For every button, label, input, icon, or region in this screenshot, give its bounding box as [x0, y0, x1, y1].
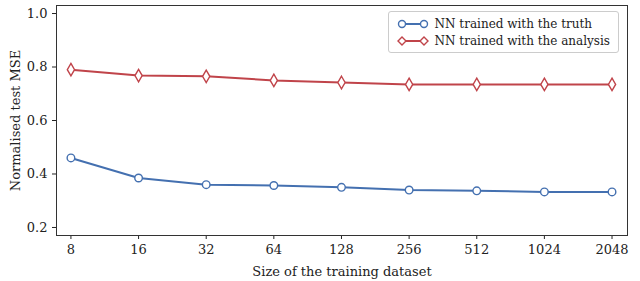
svg-text:256: 256: [397, 242, 422, 257]
svg-text:64: 64: [266, 242, 283, 257]
svg-text:0.2: 0.2: [27, 220, 48, 235]
svg-text:Size of the training dataset: Size of the training dataset: [252, 264, 432, 279]
svg-text:8: 8: [67, 242, 75, 257]
svg-text:16: 16: [130, 242, 147, 257]
svg-text:512: 512: [464, 242, 489, 257]
svg-text:0.6: 0.6: [27, 113, 48, 128]
svg-text:1024: 1024: [528, 242, 561, 257]
svg-text:1.0: 1.0: [27, 6, 48, 21]
html-text:NN trained with the truth: NN trained with the truth: [434, 16, 592, 31]
svg-text:32: 32: [198, 242, 215, 257]
svg-text:2048: 2048: [595, 242, 628, 257]
svg-text:128: 128: [329, 242, 354, 257]
svg-text:0.8: 0.8: [27, 59, 48, 74]
svg-text:0.4: 0.4: [27, 166, 48, 181]
svg-text:Normalised test MSE: Normalised test MSE: [8, 50, 23, 191]
html-text:NN trained with the analysis: NN trained with the analysis: [434, 33, 610, 48]
